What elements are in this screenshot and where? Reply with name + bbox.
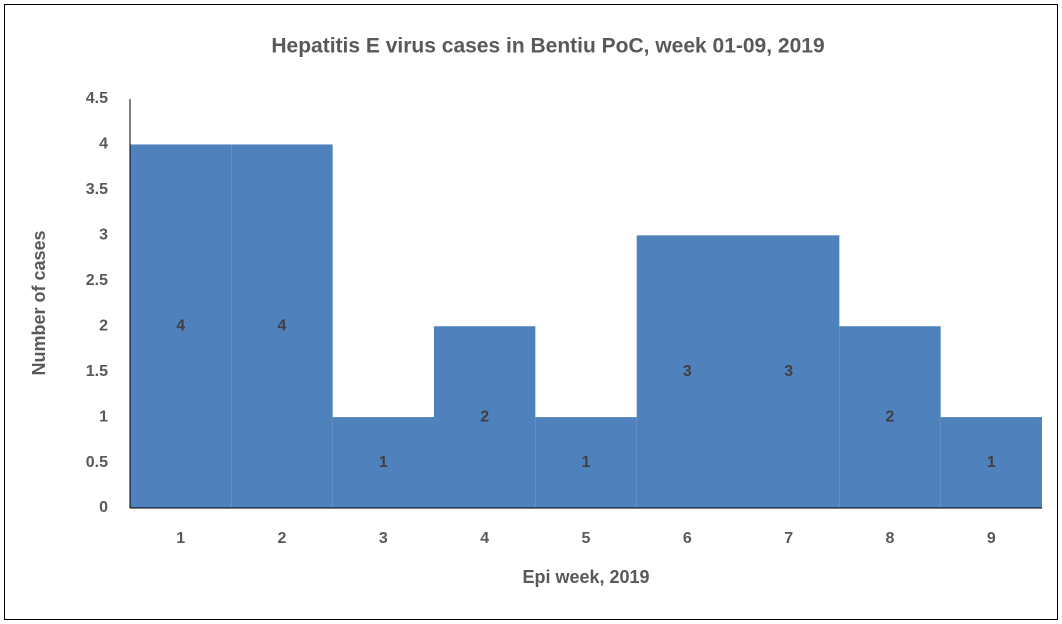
data-label: 4 [176, 317, 185, 334]
data-label: 3 [683, 363, 692, 380]
x-axis-label: Epi week, 2019 [522, 567, 649, 587]
y-tick-label: 3.5 [86, 181, 108, 198]
y-tick-label: 2 [99, 317, 108, 334]
bar [839, 326, 941, 508]
data-label: 3 [784, 363, 793, 380]
y-axis-label: Number of cases [29, 230, 49, 375]
x-tick-label: 2 [278, 530, 287, 547]
bar [434, 326, 536, 508]
x-tick-label: 8 [886, 530, 895, 547]
x-tick-label: 5 [582, 530, 591, 547]
bar [332, 417, 434, 508]
bar [636, 235, 738, 509]
y-tick-label: 4.5 [86, 90, 108, 107]
x-tick-label: 3 [379, 530, 388, 547]
x-tick-label: 9 [987, 530, 996, 547]
x-tick-label: 6 [683, 530, 692, 547]
chart-title: Hepatitis E virus cases in Bentiu PoC, w… [271, 35, 824, 58]
bar [940, 417, 1042, 508]
bar [231, 144, 333, 508]
x-tick-label: 4 [480, 530, 489, 547]
y-tick-label: 0 [99, 499, 108, 516]
y-tick-label: 0.5 [86, 454, 108, 471]
data-label: 1 [379, 454, 388, 471]
x-tick-label: 1 [176, 530, 185, 547]
bar [738, 235, 840, 509]
data-label: 1 [987, 454, 996, 471]
y-tick-label: 4 [99, 136, 108, 153]
data-label: 4 [278, 317, 287, 334]
data-label: 2 [886, 408, 895, 425]
data-label: 1 [582, 454, 591, 471]
y-tick-label: 2.5 [86, 272, 108, 289]
y-tick-label: 1.5 [86, 363, 108, 380]
bar [535, 417, 637, 508]
y-tick-label: 3 [99, 227, 108, 244]
x-tick-label: 7 [784, 530, 793, 547]
data-label: 2 [480, 408, 489, 425]
bar [130, 144, 232, 508]
y-tick-label: 1 [99, 408, 108, 425]
